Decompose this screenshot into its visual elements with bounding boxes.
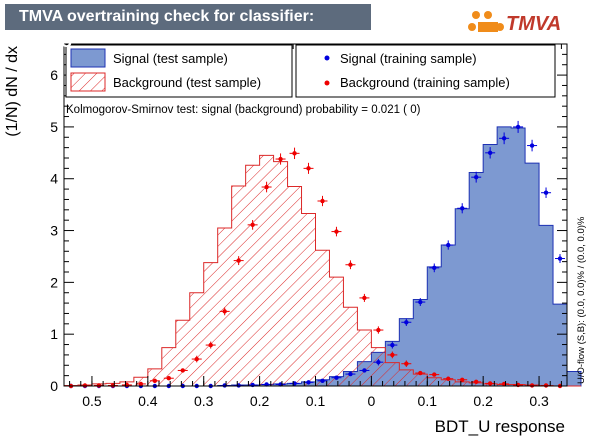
background-training-point xyxy=(93,383,104,388)
background-training-point xyxy=(457,377,468,382)
x-tick-label: 0.2 xyxy=(250,393,270,409)
x-tick-label: 0.4 xyxy=(138,393,158,409)
signal-training-point xyxy=(401,318,412,327)
x-tick-label: 0.2 xyxy=(473,393,493,409)
x-tick-label: 0.3 xyxy=(529,393,549,409)
background-training-point xyxy=(177,368,188,373)
signal-training-point xyxy=(541,187,552,198)
background-training-point xyxy=(135,381,146,387)
signal-training-point xyxy=(429,263,440,273)
legend-signal-training-label: Signal (training sample) xyxy=(340,51,477,66)
tmva-logo: TMVA xyxy=(466,10,570,38)
background-training-point xyxy=(191,355,202,363)
background-training-point xyxy=(415,370,426,376)
background-training-point xyxy=(275,153,286,165)
signal-training-point xyxy=(499,132,510,145)
background-training-point xyxy=(443,376,454,381)
signal-training-point xyxy=(485,147,496,159)
y-tick-label: 5 xyxy=(50,119,58,135)
signal-training-point xyxy=(457,203,468,214)
background-training-point xyxy=(79,383,90,388)
background-training-point xyxy=(303,162,314,174)
background-training-point xyxy=(205,341,216,349)
y-axis-label: (1/N) dN / dx xyxy=(4,46,21,137)
signal-training-point xyxy=(471,171,482,183)
signal-training-point xyxy=(513,120,524,133)
y-tick-label: 6 xyxy=(50,67,58,83)
background-training-point xyxy=(359,293,370,302)
background-training-point xyxy=(289,147,300,160)
legend-signal-test-label: Signal (test sample) xyxy=(113,51,228,66)
background-training-point xyxy=(401,360,412,367)
x-tick-label: 0.3 xyxy=(194,393,214,409)
legend-signal-swatch xyxy=(70,48,106,68)
signal-training-point xyxy=(331,375,342,380)
overflow-label: U/O-flow (S,B): (0.0, 0.0)% / (0.0, 0.0)… xyxy=(576,216,587,384)
legend-background-training-label: Background (training sample) xyxy=(340,75,510,90)
background-training-point xyxy=(485,381,496,386)
logo-dots-icon xyxy=(468,11,504,32)
background-training-point xyxy=(471,379,482,385)
plot-title: TMVA overtraining check for classifier: … xyxy=(5,4,371,51)
signal-training-point xyxy=(387,341,398,349)
x-tick-label: 0.1 xyxy=(306,393,326,409)
background-training-point xyxy=(331,226,342,237)
background-training-point xyxy=(317,195,328,207)
y-tick-label: 2 xyxy=(50,274,58,290)
background-training-point xyxy=(527,383,538,388)
background-training-point xyxy=(163,376,174,381)
background-training-point xyxy=(429,372,440,377)
background-training-point xyxy=(387,351,398,359)
background-training-point xyxy=(261,181,272,193)
background-training-point xyxy=(219,307,230,316)
x-axis-label: BDT_U response xyxy=(435,417,565,436)
signal-training-point xyxy=(317,378,328,384)
ks-test-text: Kolmogorov-Smirnov test: signal (backgro… xyxy=(66,104,421,116)
legend-box-training xyxy=(295,44,556,98)
legend-background-marker xyxy=(324,80,330,86)
logo-text: TMVA xyxy=(506,13,562,35)
signal-training-point xyxy=(555,254,566,264)
signal-training-point xyxy=(373,358,384,366)
y-tick-label: 4 xyxy=(50,171,58,187)
signal-training-point xyxy=(415,298,426,307)
signal-training-point xyxy=(345,371,356,377)
x-tick-label: 0.1 xyxy=(418,393,438,409)
signal-training-point xyxy=(303,380,314,385)
background-training-point xyxy=(149,378,160,384)
y-tick-label: 0 xyxy=(50,378,58,394)
legend-background-test-label: Background (test sample) xyxy=(113,75,261,90)
legend-background-swatch xyxy=(70,72,106,92)
legend-signal-marker xyxy=(324,55,330,61)
background-training-point xyxy=(233,256,244,266)
x-tick-label: 0.5 xyxy=(82,393,102,409)
background-training-point xyxy=(345,260,356,270)
background-training-point xyxy=(373,326,384,334)
signal-training-point xyxy=(527,139,538,152)
signal-training-point xyxy=(359,368,370,373)
y-tick-label: 3 xyxy=(50,223,58,239)
background-training-point xyxy=(541,383,552,388)
background-training-point xyxy=(247,219,258,230)
y-tick-label: 1 xyxy=(50,326,58,342)
x-tick-label: 0 xyxy=(367,393,375,409)
signal-training-point xyxy=(443,240,454,250)
